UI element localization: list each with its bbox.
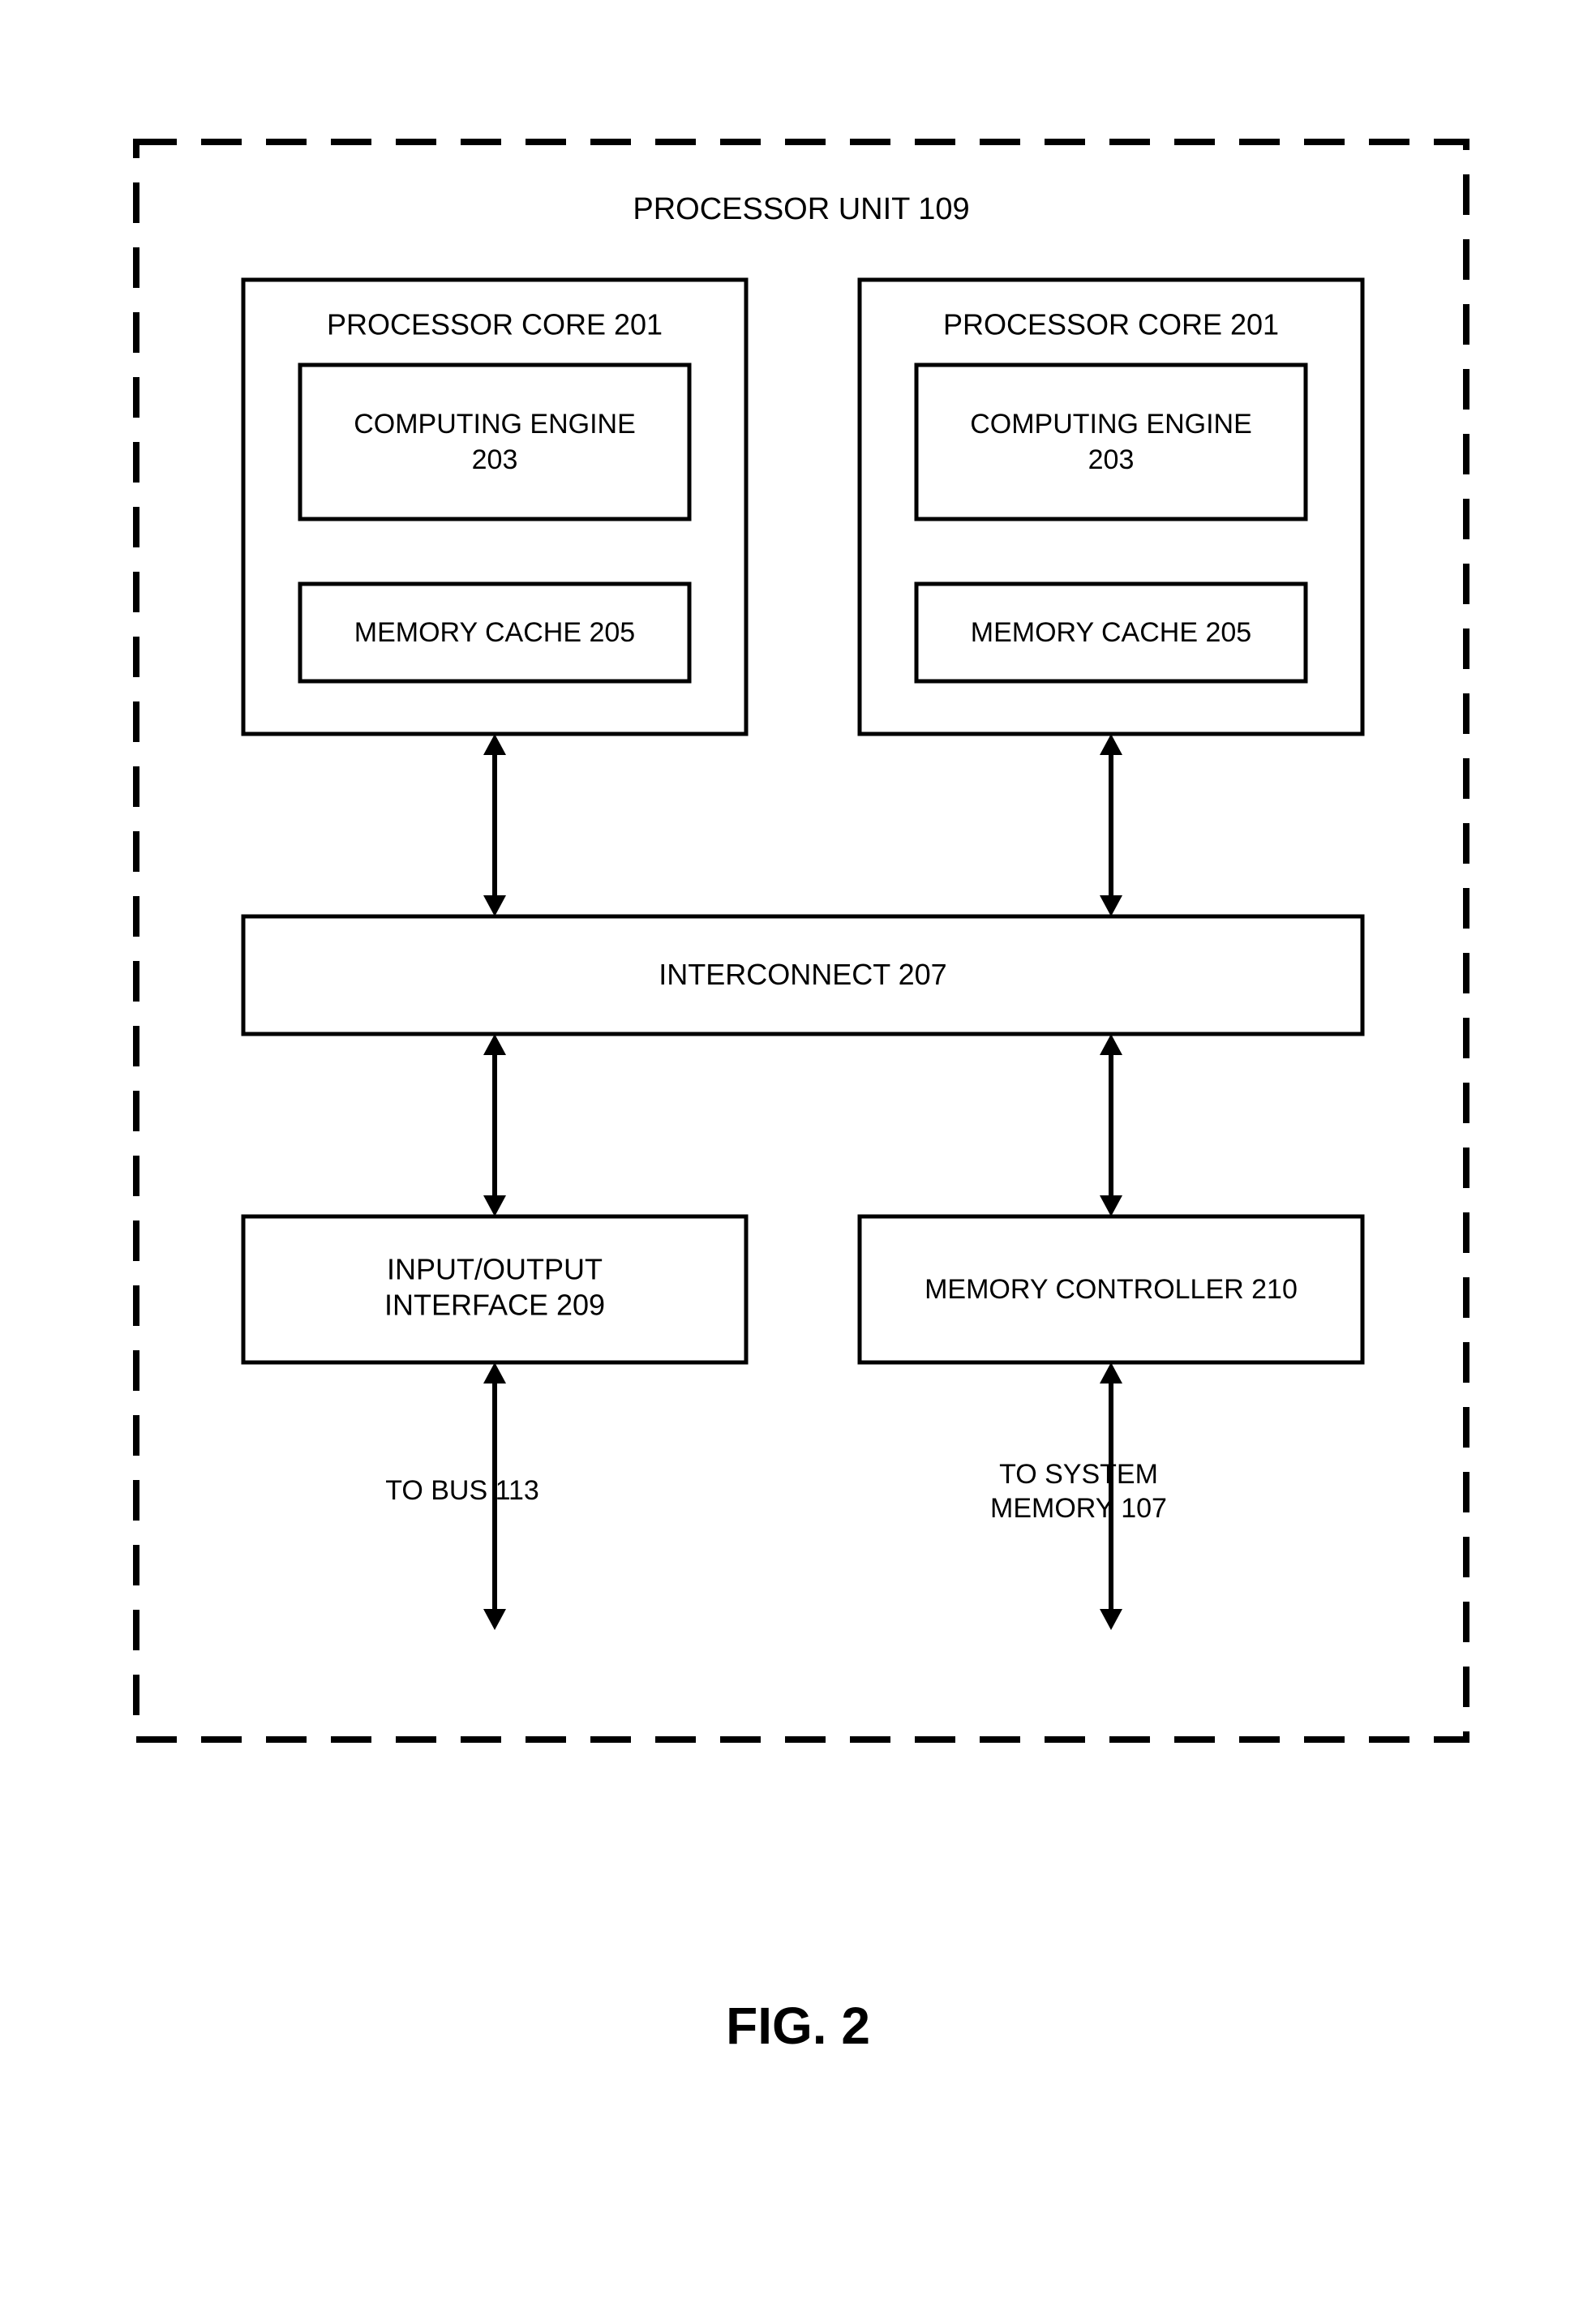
to-bus-label: TO BUS 113 [385,1475,539,1506]
computing-engine-2 [916,365,1306,519]
figure-caption: FIG. 2 [726,1997,870,2055]
computing-engine-1-label-1: COMPUTING ENGINE [354,409,636,440]
processor-core-2-label: PROCESSOR CORE 201 [943,308,1279,341]
interconnect-label: INTERCONNECT 207 [659,958,946,991]
memory-cache-2-label: MEMORY CACHE 205 [971,617,1251,648]
to-sysmem-label-1: TO SYSTEM [999,1459,1158,1490]
io-interface-label-2: INTERFACE 209 [384,1289,605,1322]
computing-engine-1 [300,365,689,519]
computing-engine-2-label-1: COMPUTING ENGINE [970,409,1252,440]
to-sysmem-label-2: MEMORY 107 [990,1493,1167,1524]
io-interface-label-1: INPUT/OUTPUT [387,1253,603,1286]
computing-engine-2-label-2: 203 [1088,444,1135,475]
memory-cache-1-label: MEMORY CACHE 205 [354,617,635,648]
memory-controller-label: MEMORY CONTROLLER 210 [925,1274,1298,1305]
computing-engine-1-label-2: 203 [472,444,518,475]
processor-unit-label: PROCESSOR UNIT 109 [633,192,969,226]
processor-core-1-label: PROCESSOR CORE 201 [327,308,663,341]
